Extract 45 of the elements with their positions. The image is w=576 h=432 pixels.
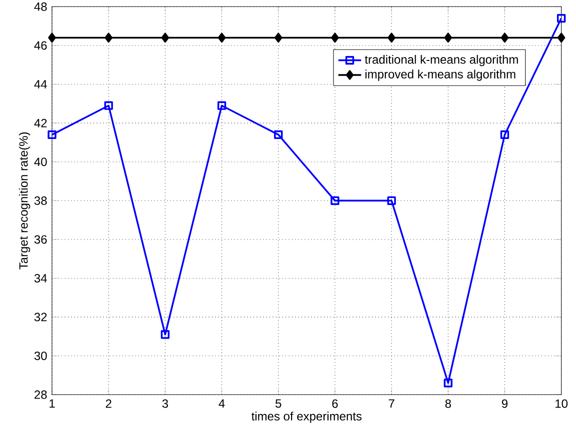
y-tick-label: 32 xyxy=(34,312,47,322)
legend-label: improved k-means algorithm xyxy=(365,70,516,81)
x-tick-label: 7 xyxy=(388,399,394,408)
y-tick-label: 34 xyxy=(34,274,47,283)
point xyxy=(48,32,56,43)
point xyxy=(388,32,396,43)
point xyxy=(104,101,113,110)
point xyxy=(330,196,340,205)
x-tick-label: 2 xyxy=(106,399,112,408)
x-tick-label: 3 xyxy=(162,399,168,408)
point xyxy=(274,130,283,140)
legend-label: traditional k-means algorithm xyxy=(364,54,518,66)
y-tick-label: 42 xyxy=(34,118,47,128)
x-tick-label: 6 xyxy=(332,399,338,408)
x-tick-label: 8 xyxy=(445,399,451,408)
y-axis-title: Target recognition rate(%) xyxy=(18,132,30,270)
point xyxy=(48,130,56,140)
y-tick-label: 44 xyxy=(34,80,47,88)
point xyxy=(161,32,170,43)
x-tick-label: 9 xyxy=(502,399,508,408)
point xyxy=(500,32,509,43)
point xyxy=(218,32,226,43)
point xyxy=(500,130,510,140)
point xyxy=(444,378,452,388)
y-tick-label: 48 xyxy=(34,2,47,11)
point xyxy=(556,14,566,23)
y-tick-label: 38 xyxy=(34,196,47,205)
point xyxy=(160,330,170,339)
y-tick-label: 30 xyxy=(34,352,47,360)
point xyxy=(557,32,566,43)
x-axis-title: times of experiments xyxy=(252,412,362,423)
x-tick-label: 4 xyxy=(218,399,225,408)
point xyxy=(387,196,396,205)
y-tick-label: 36 xyxy=(34,235,47,244)
point xyxy=(331,32,339,43)
x-tick-label: 10 xyxy=(556,399,568,408)
point xyxy=(444,32,452,43)
point xyxy=(274,32,282,43)
x-tick-label: 1 xyxy=(50,399,55,408)
x-tick-label: 5 xyxy=(276,399,282,408)
point xyxy=(217,101,226,110)
y-tick-label: 28 xyxy=(34,390,47,399)
y-tick-label: 46 xyxy=(34,41,47,50)
y-tick-label: 40 xyxy=(34,158,47,166)
point xyxy=(104,32,112,43)
